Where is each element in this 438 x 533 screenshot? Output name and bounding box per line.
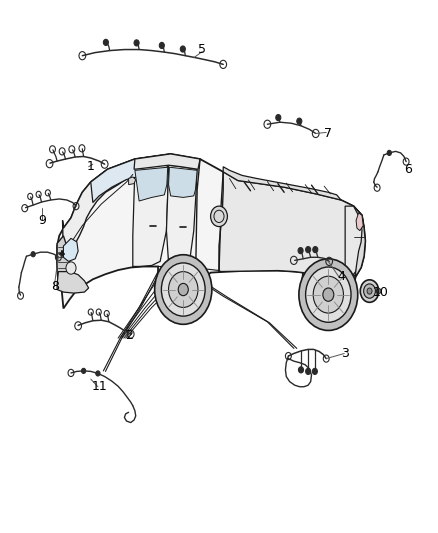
Polygon shape: [129, 177, 136, 184]
Circle shape: [81, 368, 86, 374]
Circle shape: [387, 150, 392, 156]
Polygon shape: [57, 272, 88, 293]
Circle shape: [298, 247, 303, 254]
Text: 5: 5: [198, 43, 206, 55]
Polygon shape: [135, 167, 168, 201]
Circle shape: [31, 252, 35, 257]
Circle shape: [360, 280, 379, 302]
Circle shape: [180, 46, 185, 52]
Polygon shape: [166, 165, 197, 262]
Circle shape: [276, 115, 281, 120]
Circle shape: [298, 367, 304, 373]
Polygon shape: [134, 154, 200, 169]
Circle shape: [155, 255, 212, 324]
Text: 9: 9: [39, 214, 46, 227]
Polygon shape: [169, 167, 197, 197]
Text: 7: 7: [324, 127, 332, 140]
Polygon shape: [345, 206, 362, 285]
Circle shape: [178, 284, 188, 296]
Circle shape: [299, 259, 358, 330]
Circle shape: [313, 276, 343, 313]
Circle shape: [103, 39, 109, 45]
Text: 3: 3: [341, 347, 349, 360]
Text: 2: 2: [125, 329, 133, 342]
Circle shape: [134, 40, 139, 46]
Text: 8: 8: [51, 280, 59, 294]
Circle shape: [169, 272, 198, 308]
Polygon shape: [57, 154, 365, 311]
Circle shape: [306, 267, 351, 322]
Polygon shape: [63, 159, 135, 266]
Circle shape: [297, 118, 302, 124]
Polygon shape: [353, 206, 365, 277]
Circle shape: [367, 288, 372, 294]
Polygon shape: [133, 165, 169, 266]
Circle shape: [66, 262, 76, 274]
Circle shape: [96, 371, 100, 376]
Text: 6: 6: [404, 163, 412, 176]
Circle shape: [313, 247, 318, 253]
Text: 10: 10: [373, 286, 389, 298]
Circle shape: [312, 368, 318, 375]
Circle shape: [323, 288, 334, 301]
Polygon shape: [223, 167, 341, 200]
Circle shape: [306, 368, 311, 375]
Circle shape: [161, 263, 205, 316]
Polygon shape: [219, 172, 364, 277]
Text: 1: 1: [87, 160, 95, 173]
Circle shape: [211, 206, 227, 227]
Text: 4: 4: [337, 270, 345, 283]
Polygon shape: [57, 236, 70, 285]
Circle shape: [364, 284, 375, 298]
Polygon shape: [64, 238, 78, 261]
Circle shape: [306, 247, 311, 253]
Circle shape: [159, 43, 164, 49]
Polygon shape: [356, 213, 363, 231]
Polygon shape: [91, 154, 171, 203]
Text: 11: 11: [91, 380, 107, 393]
